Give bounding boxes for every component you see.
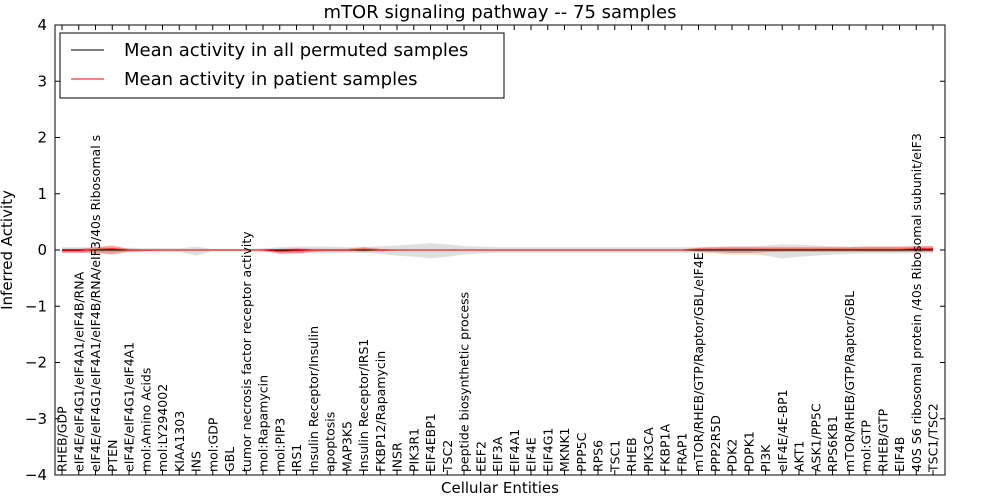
- confidence-bands: [62, 243, 933, 259]
- x-tick-label: EIF4EBP1: [423, 413, 438, 472]
- y-tick-label: 0: [37, 241, 47, 259]
- x-axis-ticks: RHEB/GDP eIF4E/eIF4G1/eIF4A1/eIF4B/RNA eIF…: [55, 25, 941, 475]
- y-axis-label: Inferred Activity: [0, 190, 16, 310]
- x-tick-label: PDK2: [725, 439, 740, 472]
- y-tick-label: −3: [25, 410, 47, 428]
- legend: Mean activity in all permuted samples Mea…: [59, 32, 505, 99]
- x-tick-label: RPS6: [591, 440, 606, 472]
- y-tick-label: 1: [37, 185, 47, 203]
- series-band-0: [62, 243, 933, 259]
- x-tick-label: eIF4E/4E-BP1: [775, 389, 790, 472]
- legend-label-0: Mean activity in all permuted samples: [124, 40, 468, 61]
- y-tick-label: −4: [25, 466, 47, 484]
- x-tick-label: FKBP12/Rapamycin: [373, 351, 388, 472]
- legend-box: [59, 32, 505, 99]
- x-tick-label: 40S S6 ribosomal protein /40s Ribosomal …: [909, 133, 924, 472]
- x-tick-label: EIF4A1: [507, 429, 522, 472]
- x-tick-label: peptide biosynthetic process: [457, 292, 472, 472]
- x-tick-label: PI3K: [758, 444, 773, 472]
- series-line-1: [62, 248, 933, 252]
- x-tick-label: RPS6KB1: [825, 415, 840, 472]
- y-tick-label: 4: [37, 16, 47, 34]
- x-tick-label: TSC1/TSC2: [926, 403, 941, 473]
- x-axis-label: Cellular Entities: [441, 479, 559, 497]
- x-tick-label: RHEB: [624, 437, 639, 472]
- y-tick-label: −1: [25, 297, 47, 315]
- x-tick-label: TSC1: [607, 440, 622, 473]
- y-axis-ticks: −4 −3 −2 −1 0 1 2 3 4: [25, 16, 945, 484]
- chart-title: mTOR signaling pathway -- 75 samples: [324, 2, 677, 23]
- x-tick-label: eIF4E/eIF4G1/eIF4A1: [122, 342, 137, 472]
- x-tick-label: mol:GDP: [205, 417, 220, 472]
- x-tick-label: EIF4E: [524, 437, 539, 472]
- x-tick-label: MAP3K5: [339, 421, 354, 472]
- x-tick-label: PDPK1: [741, 431, 756, 472]
- x-tick-label: PPP2R5D: [708, 415, 723, 472]
- x-tick-label: FRAP1: [674, 433, 689, 472]
- x-tick-label: RHEB/GDP: [55, 406, 70, 472]
- x-tick-label: GBL: [222, 447, 237, 472]
- x-tick-label: KIAA1303: [172, 411, 187, 472]
- legend-label-1: Mean activity in patient samples: [124, 69, 418, 90]
- x-tick-label: EIF3A: [490, 436, 505, 472]
- x-tick-label: mol:GTP: [859, 420, 874, 472]
- x-tick-label: mTOR/RHEB/GTP/Raptor/GBL: [842, 291, 857, 472]
- x-tick-label: EEF2: [473, 441, 488, 472]
- y-tick-label: 2: [37, 129, 47, 147]
- x-tick-label: INSR: [390, 442, 405, 472]
- x-tick-label: PPP5C: [574, 432, 589, 472]
- x-tick-label: PIK3CA: [641, 427, 656, 472]
- x-tick-label: mol:Rapamycin: [256, 375, 271, 472]
- x-tick-label: ASK1/PP5C: [808, 403, 823, 472]
- x-tick-label: mol:LY294002: [155, 384, 170, 472]
- x-tick-label: mol:Amino Acids: [138, 368, 153, 472]
- series-lines: [62, 248, 933, 252]
- x-tick-label: RHEB/GTP: [875, 408, 890, 472]
- y-tick-label: 3: [37, 72, 47, 90]
- x-tick-label: mTOR/RHEB/GTP/Raptor/GBL/eIF4E: [691, 252, 706, 472]
- x-tick-label: EIF4B: [892, 437, 907, 472]
- x-tick-label: FKBP1A: [658, 424, 673, 472]
- x-tick-label: TSC2: [440, 440, 455, 473]
- x-tick-label: eIF4E/eIF4G1/eIF4A1/eIF4B/RNA: [71, 271, 86, 472]
- y-tick-label: −2: [25, 354, 47, 372]
- x-tick-label: Insulin Receptor/Insulin: [306, 326, 321, 472]
- x-tick-label: eIF4E/eIF4G1/eIF4A1/eIF4B/RNA/eIF3/40s R…: [88, 135, 103, 472]
- x-tick-label: PTEN: [105, 440, 120, 472]
- x-tick-label: PIK3R1: [406, 428, 421, 472]
- x-tick-label: EIF4G1: [540, 428, 555, 472]
- x-tick-label: Insulin Receptor/IRS1: [356, 339, 371, 472]
- x-tick-label: apoptosis: [323, 412, 338, 472]
- x-tick-label: IRS1: [289, 444, 304, 472]
- x-tick-label: mol:PIP3: [272, 418, 287, 472]
- x-tick-label: AKT1: [792, 441, 807, 472]
- x-tick-label: MKNK1: [557, 428, 572, 472]
- x-tick-label: INS: [189, 451, 204, 472]
- x-tick-label: tumor necrosis factor receptor activity: [239, 231, 254, 472]
